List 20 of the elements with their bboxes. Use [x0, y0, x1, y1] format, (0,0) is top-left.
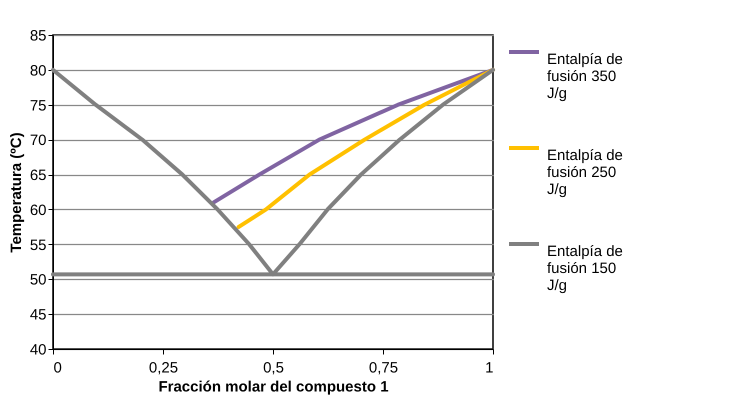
x-tick-label: 0 — [54, 360, 62, 376]
x-tick-label: 0,5 — [263, 360, 284, 376]
y-tick-label: 60 — [30, 202, 46, 219]
x-axis-title: Fracción molar del compuesto 1 — [158, 378, 389, 396]
y-axis-title: Temperatura (ºC) — [8, 132, 25, 253]
y-tick-label: 65 — [30, 167, 46, 184]
x-tick-label: 1 — [485, 360, 494, 376]
x-tick-label: 0,25 — [148, 360, 178, 376]
y-tick-label: 55 — [30, 236, 46, 254]
y-tick-label: 50 — [30, 272, 46, 289]
y-tick-label: 75 — [30, 97, 46, 114]
legend-label: Entalpía de fusión 250 J/g — [547, 147, 623, 198]
y-tick-label: 80 — [30, 62, 46, 80]
y-tick-label: 85 — [30, 28, 46, 44]
legend-label: Entalpía de fusión 350 J/g — [547, 51, 623, 102]
legend-label: Entalpía de fusión 150 J/g — [547, 243, 623, 294]
y-tick-label: 40 — [30, 342, 46, 358]
y-tick-label: 70 — [30, 132, 46, 150]
y-tick-label: 45 — [30, 306, 46, 324]
x-tick-label: 0,75 — [368, 360, 398, 376]
